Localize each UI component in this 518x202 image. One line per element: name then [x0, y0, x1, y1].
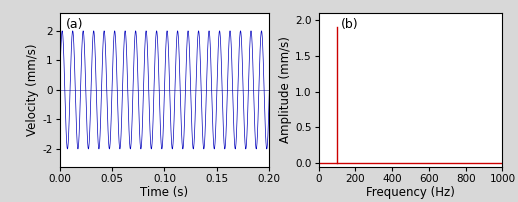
Text: (b): (b) [341, 18, 358, 31]
X-axis label: Frequency (Hz): Frequency (Hz) [366, 186, 455, 199]
Y-axis label: Amplitude (mm/s): Amplitude (mm/s) [279, 36, 292, 143]
X-axis label: Time (s): Time (s) [140, 186, 189, 199]
Y-axis label: Velocity (mm/s): Velocity (mm/s) [26, 44, 39, 136]
Text: (a): (a) [66, 18, 83, 31]
